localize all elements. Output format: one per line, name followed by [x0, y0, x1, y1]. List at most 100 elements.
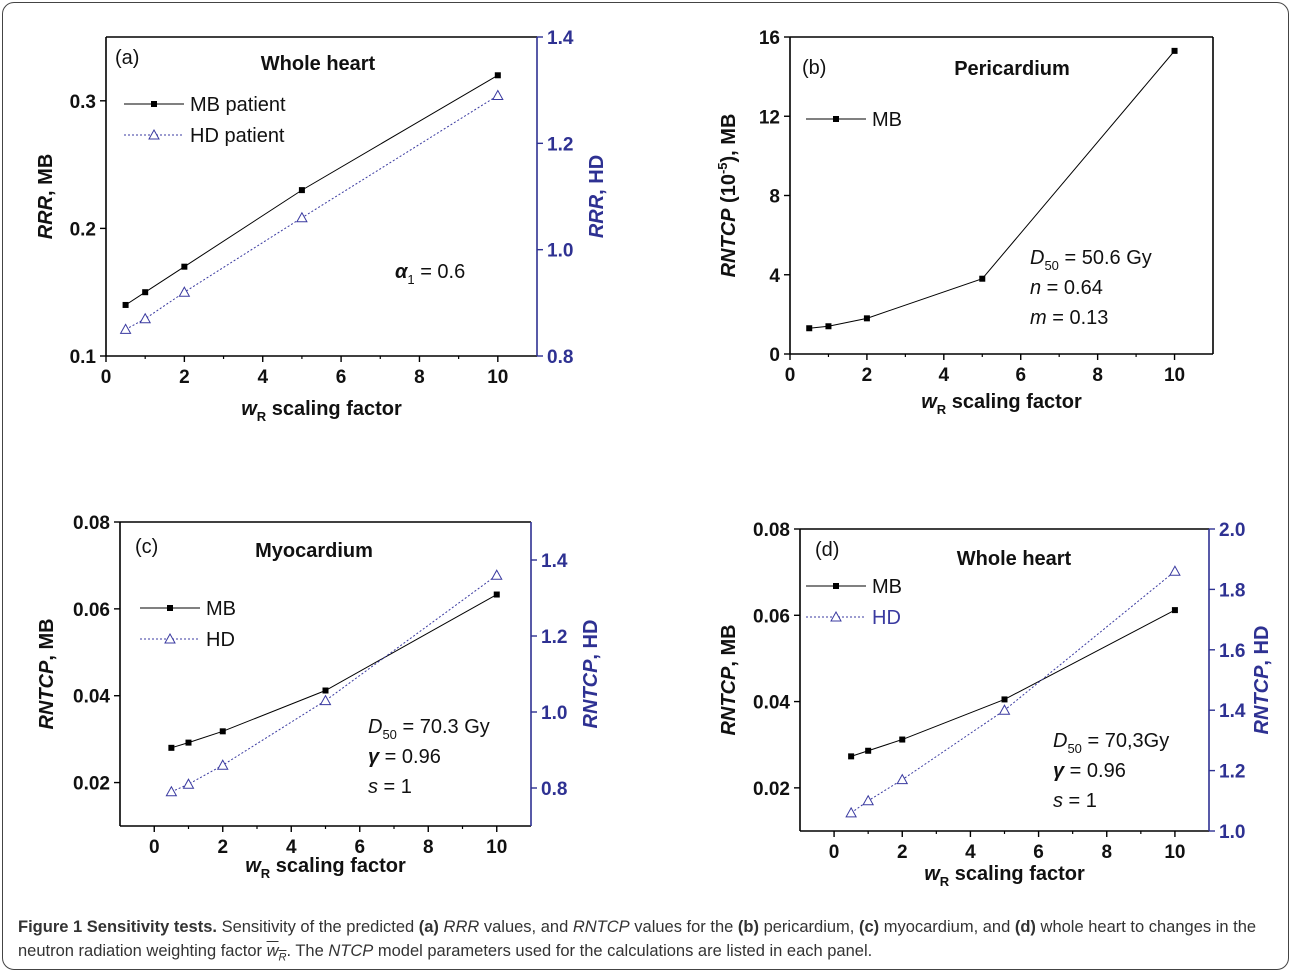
panel-label: (c)	[135, 536, 158, 558]
data-point	[863, 315, 870, 322]
chart-title: Whole heart	[261, 53, 376, 75]
data-point	[979, 275, 986, 282]
caption-text: Sensitivity of the predicted	[216, 918, 419, 936]
x-axis-label-rest: scaling factor	[949, 863, 1085, 885]
legend-label: MB	[206, 598, 236, 620]
x-tick-label: 10	[1164, 842, 1185, 863]
parameter-value: = 0.64	[1041, 277, 1103, 299]
y-tick-label-left: 8	[769, 187, 780, 208]
data-point	[182, 778, 195, 789]
parameter-value: = 70,3Gy	[1082, 730, 1169, 752]
x-tick-label: 4	[286, 837, 297, 858]
parameter-symbol: D	[1030, 247, 1044, 269]
model-parameter: n = 0.64	[1030, 277, 1103, 299]
y-axis-label-var: RNTCP	[580, 659, 602, 729]
caption-wr-sub: R	[278, 951, 287, 964]
y-axis-label-left: RNTCP, MB	[718, 624, 740, 735]
y-tick-label-left: 0.06	[73, 600, 110, 621]
x-tick-label: 4	[965, 842, 976, 863]
data-point	[296, 211, 308, 223]
y-tick-label-left: 0.06	[753, 606, 790, 627]
parameter-value: = 1	[1063, 790, 1097, 812]
x-axis-label-var: w	[245, 855, 262, 877]
x-tick-label: 4	[939, 365, 950, 386]
x-tick-label: 2	[897, 842, 908, 863]
x-tick-label: 8	[1092, 365, 1103, 386]
caption-panel-a: (a)	[418, 918, 439, 936]
model-parameter: D50 = 70.3 Gy	[368, 716, 490, 742]
data-point	[1001, 696, 1008, 703]
y-tick-label-left: 0.08	[753, 520, 790, 541]
y-tick-label-left: 0.04	[73, 687, 110, 708]
parameter-value: = 0.6	[415, 261, 466, 283]
y-tick-label-right: 1.6	[1219, 641, 1245, 662]
parameter-subscript: 1	[407, 272, 414, 287]
y-axis-label-left: RNTCP (10-5), MB	[715, 114, 740, 278]
y-axis-label-right: RNTCP, HD	[580, 620, 602, 729]
legend-marker	[833, 116, 839, 122]
x-tick-label: 6	[354, 837, 365, 858]
model-parameter: s = 1	[1053, 790, 1097, 812]
y-tick-label-right: 1.4	[1219, 701, 1246, 722]
caption-wr-w: w	[266, 942, 279, 960]
parameter-symbol: D	[368, 716, 382, 738]
caption-panel-c: (c)	[858, 918, 880, 936]
x-tick-label: 0	[829, 842, 840, 863]
y-tick-label-left: 0.1	[70, 347, 97, 368]
legend-marker	[151, 101, 157, 107]
x-axis-label-var: w	[241, 398, 258, 420]
parameter-subscript: 50	[382, 727, 396, 742]
parameter-symbol: α	[395, 261, 409, 283]
data-point	[862, 794, 875, 806]
chart-title: Whole heart	[957, 548, 1072, 570]
caption-ntcp: NTCP	[328, 942, 374, 960]
x-tick-label: 10	[487, 367, 508, 388]
caption-text: values for the	[629, 918, 738, 936]
y-tick-label-left: 0.3	[70, 92, 96, 113]
x-axis-label-var: w	[924, 863, 941, 885]
y-tick-label-right: 1.0	[547, 241, 573, 262]
y-tick-label-left: 0.02	[753, 779, 790, 800]
caption-text: whole heart to changes in the neutron ra…	[18, 918, 1257, 960]
data-point	[848, 753, 855, 760]
y-tick-label-right: 2.0	[1219, 520, 1245, 541]
x-axis-label-sub: R	[937, 402, 947, 417]
data-point	[219, 728, 226, 735]
chart-panel-c: 0 2 4 6 8 10 0.02 0.04 0.06 0.08 0.8 1.0 1.2 1.4 MB HD (…	[36, 513, 602, 881]
x-axis-label: wR scaling factor	[241, 398, 402, 424]
y-axis-label-right: RNTCP, HD	[1251, 626, 1273, 735]
y-axis-label-rest: (10	[718, 174, 740, 208]
figure-charts: 0 2 4 6 8 100.10.20.30.81.01.21.4MB patientHD…	[35, 28, 1273, 889]
data-point	[322, 687, 329, 694]
caption-panel-b: (b)	[737, 918, 759, 936]
model-parameter: γ = 0.96	[368, 746, 441, 768]
legend-marker	[148, 128, 160, 140]
caption-rntcp: RNTCP	[572, 918, 630, 936]
data-point	[494, 72, 501, 79]
chart-panel-d: 0 2 4 6 8 10 0.02 0.04 0.06 0.08 1.0 1.2 1.4 1.6 1.8 2.…	[718, 520, 1273, 889]
parameter-value: = 70.3 Gy	[397, 716, 490, 738]
caption-text: values, and	[479, 918, 573, 936]
y-tick-label-right: 1.4	[541, 551, 568, 572]
parameter-value: = 0.96	[1064, 760, 1126, 782]
y-tick-label-right: 1.2	[1219, 762, 1245, 783]
caption-rrr: RRR	[443, 918, 480, 936]
x-axis-label-sub: R	[261, 866, 271, 881]
legend-label: MB patient	[190, 94, 286, 116]
legend-label: HD patient	[190, 125, 285, 147]
model-parameter: s = 1	[368, 776, 412, 798]
data-point	[142, 289, 149, 296]
y-tick-label-right: 1.8	[1219, 580, 1245, 601]
x-tick-label: 6	[1015, 365, 1026, 386]
y-axis-label-tail: ), MB	[718, 114, 740, 163]
model-parameter: m = 0.13	[1030, 307, 1108, 329]
legend-marker	[833, 583, 839, 589]
data-point	[216, 759, 229, 770]
data-point	[185, 739, 192, 746]
caption-weighting-factor: wR	[266, 942, 287, 964]
figure-caption: Figure 1 Sensitivity tests. Sensitivity …	[18, 915, 1283, 969]
x-axis-label-rest: scaling factor	[266, 398, 402, 420]
legend-label: HD	[206, 629, 235, 651]
y-axis-label-sup: -5	[715, 162, 730, 174]
